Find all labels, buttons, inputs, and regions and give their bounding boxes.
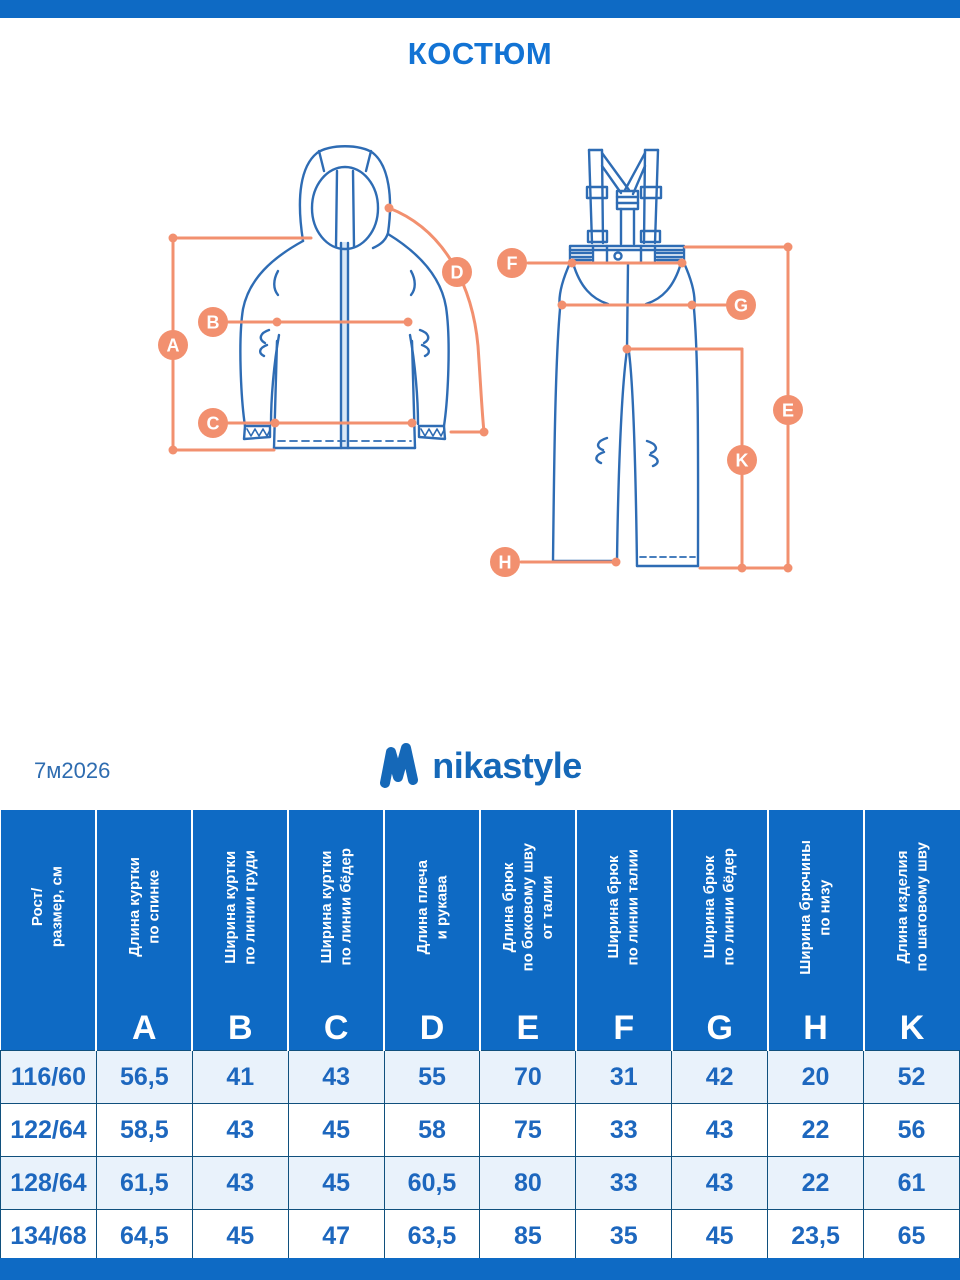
col-label: Ширина брюк по линии талии bbox=[605, 848, 642, 966]
value-cell: 56 bbox=[863, 1103, 960, 1157]
value-cell: 35 bbox=[575, 1209, 673, 1263]
col-label: Ширина куртки по линии бёдер bbox=[317, 848, 355, 966]
value-cell: 43 bbox=[671, 1103, 769, 1157]
bottom-accent-bar bbox=[0, 1258, 960, 1280]
col-letter: E bbox=[516, 1009, 540, 1047]
col-letter: H bbox=[803, 1009, 828, 1047]
value-cell: 31 bbox=[575, 1050, 673, 1104]
value-cell: 85 bbox=[479, 1209, 577, 1263]
col-letter: G bbox=[706, 1009, 733, 1047]
col-header-a: Длина куртки по спинке A bbox=[95, 810, 193, 1051]
marker-f: F bbox=[507, 254, 518, 274]
marker-c: C bbox=[207, 414, 220, 434]
value-cell: 52 bbox=[863, 1050, 960, 1104]
value-cell: 80 bbox=[479, 1156, 577, 1210]
col-header-h: Ширина брючины по низу H bbox=[766, 810, 864, 1051]
value-cell: 33 bbox=[575, 1103, 673, 1157]
value-cell: 43 bbox=[191, 1156, 289, 1210]
jacket-measure-dots bbox=[168, 203, 489, 455]
value-cell: 58,5 bbox=[95, 1103, 193, 1157]
col-header-d: Длина плеча и рукава D bbox=[383, 810, 480, 1051]
value-cell: 45 bbox=[287, 1103, 385, 1157]
marker-g: G bbox=[734, 296, 748, 316]
col-header-e: Длина брюк по боковому шву от талии E bbox=[478, 810, 576, 1051]
value-cell: 55 bbox=[383, 1050, 481, 1104]
col-header-f: Ширина брюк по линии талии F bbox=[574, 810, 672, 1051]
value-cell: 45 bbox=[287, 1156, 385, 1210]
pants-markers: F G E K H bbox=[490, 248, 803, 577]
size-table-header-row: Рост/ размер, см Длина куртки по спинке … bbox=[0, 810, 960, 1051]
col-header-b: Ширина куртки по линии груди B bbox=[191, 810, 289, 1051]
col-letter: D bbox=[419, 1009, 445, 1047]
value-cell: 41 bbox=[191, 1050, 289, 1104]
col-header-size: Рост/ размер, см bbox=[0, 810, 97, 1051]
page-title: КОСТЮМ bbox=[407, 36, 553, 71]
size-cell: 116/60 bbox=[0, 1050, 97, 1104]
col-label: Ширина куртки по линии груди bbox=[221, 849, 259, 965]
marker-a: A bbox=[167, 336, 180, 356]
value-cell: 22 bbox=[767, 1156, 865, 1210]
jacket-markers: A B C D bbox=[158, 257, 472, 438]
table-row: 134/68 64,5 45 47 63,5 85 35 45 23,5 65 bbox=[0, 1209, 960, 1263]
value-cell: 61,5 bbox=[95, 1156, 193, 1210]
value-cell: 43 bbox=[191, 1103, 289, 1157]
value-cell: 65 bbox=[863, 1209, 960, 1263]
marker-b: B bbox=[207, 313, 220, 333]
size-cell: 128/64 bbox=[0, 1156, 97, 1210]
value-cell: 42 bbox=[671, 1050, 769, 1104]
value-cell: 47 bbox=[287, 1209, 385, 1263]
value-cell: 61 bbox=[863, 1156, 960, 1210]
value-cell: 45 bbox=[191, 1209, 289, 1263]
col-letter: K bbox=[899, 1009, 925, 1047]
col-label: Длина куртки по спинке bbox=[125, 857, 163, 957]
value-cell: 56,5 bbox=[95, 1050, 193, 1104]
brand-logo-text: nikastyle bbox=[432, 745, 582, 786]
value-cell: 75 bbox=[479, 1103, 577, 1157]
size-table: Рост/ размер, см Длина куртки по спинке … bbox=[0, 810, 960, 1263]
pants-drawing bbox=[551, 148, 700, 568]
pants-measure-lines bbox=[519, 245, 790, 570]
table-row: 128/64 61,5 43 45 60,5 80 33 43 22 61 bbox=[0, 1156, 960, 1210]
col-letter: C bbox=[323, 1009, 349, 1047]
col-label: Ширина брюк по линии бёдер bbox=[701, 848, 738, 966]
value-cell: 70 bbox=[479, 1050, 577, 1104]
size-cell: 122/64 bbox=[0, 1103, 97, 1157]
brand-logo: nikastyle bbox=[0, 740, 960, 792]
value-cell: 43 bbox=[287, 1050, 385, 1104]
col-letter: B bbox=[227, 1009, 253, 1047]
col-header-k: Длина изделия по шаговому шву K bbox=[862, 810, 960, 1051]
value-cell: 43 bbox=[671, 1156, 769, 1210]
col-label: Ширина брючины по низу bbox=[797, 839, 834, 975]
marker-k: K bbox=[736, 451, 749, 471]
col-label: Длина брюк по боковому шву от талии bbox=[499, 842, 556, 972]
value-cell: 64,5 bbox=[95, 1209, 193, 1263]
size-cell: 134/68 bbox=[0, 1209, 97, 1263]
value-cell: 23,5 bbox=[767, 1209, 865, 1263]
jacket-drawing bbox=[239, 145, 450, 450]
table-row: 116/60 56,5 41 43 55 70 31 42 20 52 bbox=[0, 1050, 960, 1104]
brand-logo-icon bbox=[380, 743, 419, 788]
value-cell: 63,5 bbox=[383, 1209, 481, 1263]
marker-h: H bbox=[499, 553, 512, 573]
value-cell: 58 bbox=[383, 1103, 481, 1157]
marker-e: E bbox=[782, 401, 794, 421]
pants-measure-dots bbox=[557, 242, 793, 573]
value-cell: 22 bbox=[767, 1103, 865, 1157]
col-label: Длина изделия по шаговому шву bbox=[893, 842, 931, 972]
col-header-g: Ширина брюк по линии бёдер G bbox=[670, 810, 768, 1051]
col-label: Рост/ размер, см bbox=[29, 866, 66, 948]
value-cell: 60,5 bbox=[383, 1156, 481, 1210]
table-row: 122/64 58,5 43 45 58 75 33 43 22 56 bbox=[0, 1103, 960, 1157]
col-letter: F bbox=[613, 1009, 635, 1047]
top-accent-bar bbox=[0, 0, 960, 18]
value-cell: 45 bbox=[671, 1209, 769, 1263]
product-code: 7м2026 bbox=[34, 758, 111, 783]
value-cell: 20 bbox=[767, 1050, 865, 1104]
col-label: Длина плеча и рукава bbox=[413, 859, 451, 955]
col-header-c: Ширина куртки по линии бёдер C bbox=[287, 810, 385, 1051]
col-letter: A bbox=[132, 1009, 157, 1047]
value-cell: 33 bbox=[575, 1156, 673, 1210]
marker-d: D bbox=[451, 263, 464, 283]
measurement-diagram: A B C D bbox=[158, 145, 803, 577]
